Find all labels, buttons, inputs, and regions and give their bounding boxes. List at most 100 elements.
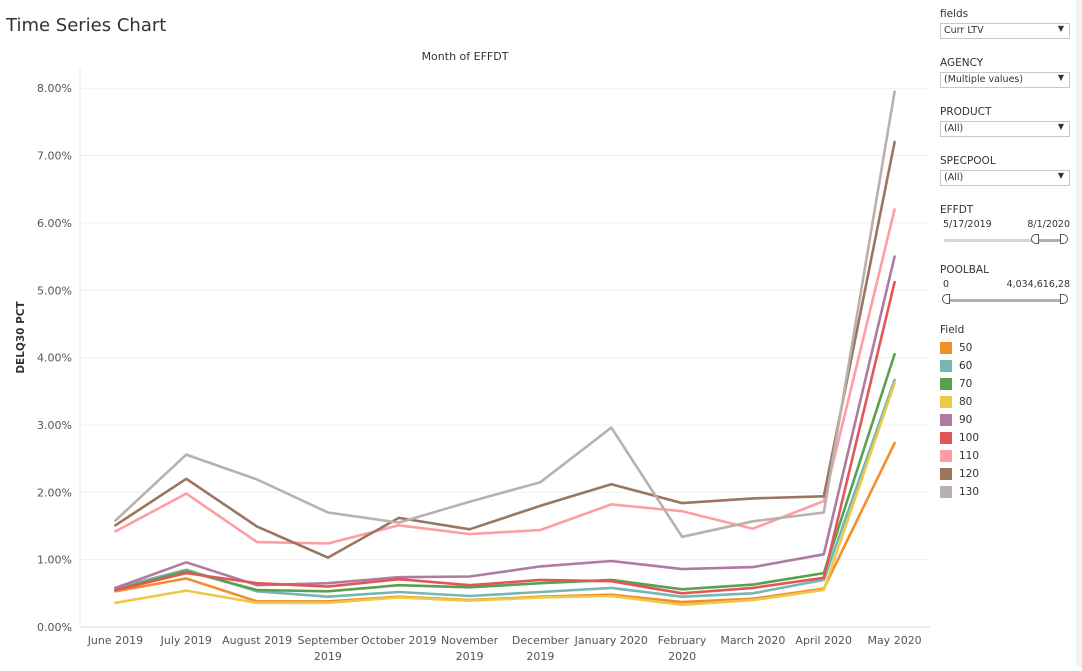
legend-item-80[interactable]: 80	[940, 393, 1074, 411]
fields-dropdown[interactable]: Curr LTV ▼	[940, 23, 1070, 39]
specpool-filter-label: SPECPOOL	[940, 155, 996, 167]
legend-item-70[interactable]: 70	[940, 375, 1074, 393]
poolbal-slider[interactable]	[942, 294, 1068, 306]
effdt-filter: EFFDT 5/17/2019 8/1/2020	[940, 204, 1074, 246]
x-tick-label: March 2020	[720, 634, 785, 647]
legend-item-90[interactable]: 90	[940, 411, 1074, 429]
x-tick-label: June 2019	[87, 634, 143, 647]
chevron-down-icon: ▼	[1057, 24, 1064, 33]
series-line-110	[114, 208, 896, 545]
legend-swatch	[940, 360, 952, 372]
x-tick-label: 2019	[456, 650, 484, 663]
chevron-down-icon: ▼	[1057, 171, 1064, 180]
legend-label: 70	[959, 378, 973, 390]
y-tick-label: 0.00%	[37, 621, 72, 634]
specpool-dropdown-value: (All)	[944, 172, 964, 183]
legend-label: 120	[959, 468, 980, 480]
legend-label: 50	[959, 342, 973, 354]
poolbal-slider-max-handle[interactable]	[1060, 294, 1068, 304]
x-tick-label: 2019	[314, 650, 342, 663]
series-line-130	[114, 90, 896, 539]
series-line-70	[114, 352, 896, 593]
x-tick-label: October 2019	[361, 634, 437, 647]
poolbal-filter: POOLBAL 0 4,034,616,28	[940, 264, 1074, 306]
poolbal-max-value: 4,034,616,28	[1006, 279, 1070, 290]
legend-item-100[interactable]: 100	[940, 429, 1074, 447]
series-line-60	[114, 378, 896, 599]
legend-item-50[interactable]: 50	[940, 339, 1074, 357]
product-dropdown-value: (All)	[944, 123, 964, 134]
x-tick-label: September	[298, 634, 359, 647]
poolbal-slider-min-handle[interactable]	[942, 294, 950, 304]
fields-filter-label: fields	[940, 8, 969, 20]
legend-item-110[interactable]: 110	[940, 447, 1074, 465]
legend-swatch	[940, 432, 952, 444]
x-tick-label: July 2019	[160, 634, 212, 647]
x-tick-label: November	[441, 634, 499, 647]
legend-item-130[interactable]: 130	[940, 483, 1074, 501]
effdt-slider-fill	[1034, 239, 1062, 242]
agency-filter-label: AGENCY	[940, 57, 984, 69]
legend-swatch	[940, 342, 952, 354]
filter-panel: fields Curr LTV ▼ AGENCY (Multiple value…	[940, 8, 1074, 501]
legend-title: Field	[940, 324, 965, 336]
legend-label: 100	[959, 432, 980, 444]
effdt-filter-label: EFFDT	[940, 204, 974, 216]
y-tick-label: 4.00%	[37, 352, 72, 365]
fields-filter: fields Curr LTV ▼	[940, 8, 1074, 39]
effdt-slider-min-handle[interactable]	[1031, 234, 1039, 244]
legend-swatch	[940, 486, 952, 498]
agency-dropdown-value: (Multiple values)	[944, 74, 1024, 85]
x-tick-label: May 2020	[867, 634, 921, 647]
y-tick-label: 8.00%	[37, 82, 72, 95]
legend-swatch	[940, 414, 952, 426]
legend-item-60[interactable]: 60	[940, 357, 1074, 375]
effdt-min-value: 5/17/2019	[943, 219, 992, 230]
legend-label: 80	[959, 396, 973, 408]
x-tick-label: January 2020	[574, 634, 648, 647]
chevron-down-icon: ▼	[1057, 73, 1064, 82]
chart-header-title: Month of EFFDT	[422, 50, 509, 63]
product-dropdown[interactable]: (All) ▼	[940, 121, 1070, 137]
specpool-filter: SPECPOOL (All) ▼	[940, 155, 1074, 186]
x-tick-label: February	[658, 634, 707, 647]
x-tick-label: August 2019	[222, 634, 292, 647]
effdt-max-value: 8/1/2020	[1027, 219, 1070, 230]
y-tick-label: 6.00%	[37, 217, 72, 230]
series-line-90	[114, 255, 896, 590]
y-tick-label: 2.00%	[37, 486, 72, 499]
color-legend: Field 50 60 70 80 90 100 110 120 130	[940, 324, 1074, 501]
x-tick-label: 2019	[526, 650, 554, 663]
y-tick-label: 5.00%	[37, 284, 72, 297]
series-line-80	[114, 381, 896, 607]
legend-swatch	[940, 450, 952, 462]
legend-label: 130	[959, 486, 980, 498]
effdt-slider[interactable]	[942, 234, 1068, 246]
y-tick-label: 3.00%	[37, 419, 72, 432]
poolbal-slider-fill	[946, 299, 1062, 302]
legend-item-120[interactable]: 120	[940, 465, 1074, 483]
x-tick-label: April 2020	[795, 634, 852, 647]
specpool-dropdown[interactable]: (All) ▼	[940, 170, 1070, 186]
legend-swatch	[940, 396, 952, 408]
poolbal-filter-label: POOLBAL	[940, 264, 989, 276]
chart-area: Month of EFFDT 0.00% 1.00% 2.00% 3.00% 4.00% 5…	[0, 40, 930, 667]
scrollbar-track[interactable]	[1076, 0, 1082, 667]
agency-filter: AGENCY (Multiple values) ▼	[940, 57, 1074, 88]
y-tick-label: 1.00%	[37, 554, 72, 567]
series-line-100	[114, 280, 896, 595]
agency-dropdown[interactable]: (Multiple values) ▼	[940, 72, 1070, 88]
series-line-120	[114, 140, 896, 559]
product-filter-label: PRODUCT	[940, 106, 992, 118]
effdt-slider-max-handle[interactable]	[1060, 234, 1068, 244]
page-title: Time Series Chart	[6, 15, 167, 36]
y-tick-label: 7.00%	[37, 150, 72, 163]
effdt-slider-track	[944, 239, 1066, 242]
line-chart: Month of EFFDT 0.00% 1.00% 2.00% 3.00% 4.00% 5…	[15, 50, 930, 663]
x-tick-label: 2020	[668, 650, 696, 663]
x-tick-label: December	[512, 634, 570, 647]
legend-label: 110	[959, 450, 980, 462]
fields-dropdown-value: Curr LTV	[944, 25, 984, 36]
chevron-down-icon: ▼	[1057, 122, 1064, 131]
legend-swatch	[940, 468, 952, 480]
